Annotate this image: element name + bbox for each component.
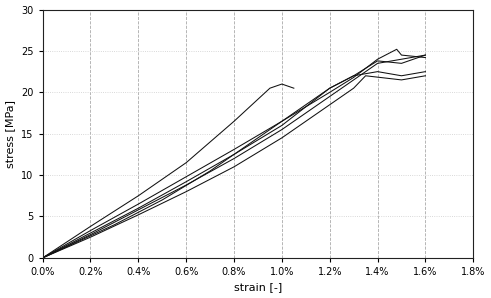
Y-axis label: stress [MPa]: stress [MPa] — [5, 100, 16, 168]
X-axis label: strain [-]: strain [-] — [234, 283, 282, 292]
